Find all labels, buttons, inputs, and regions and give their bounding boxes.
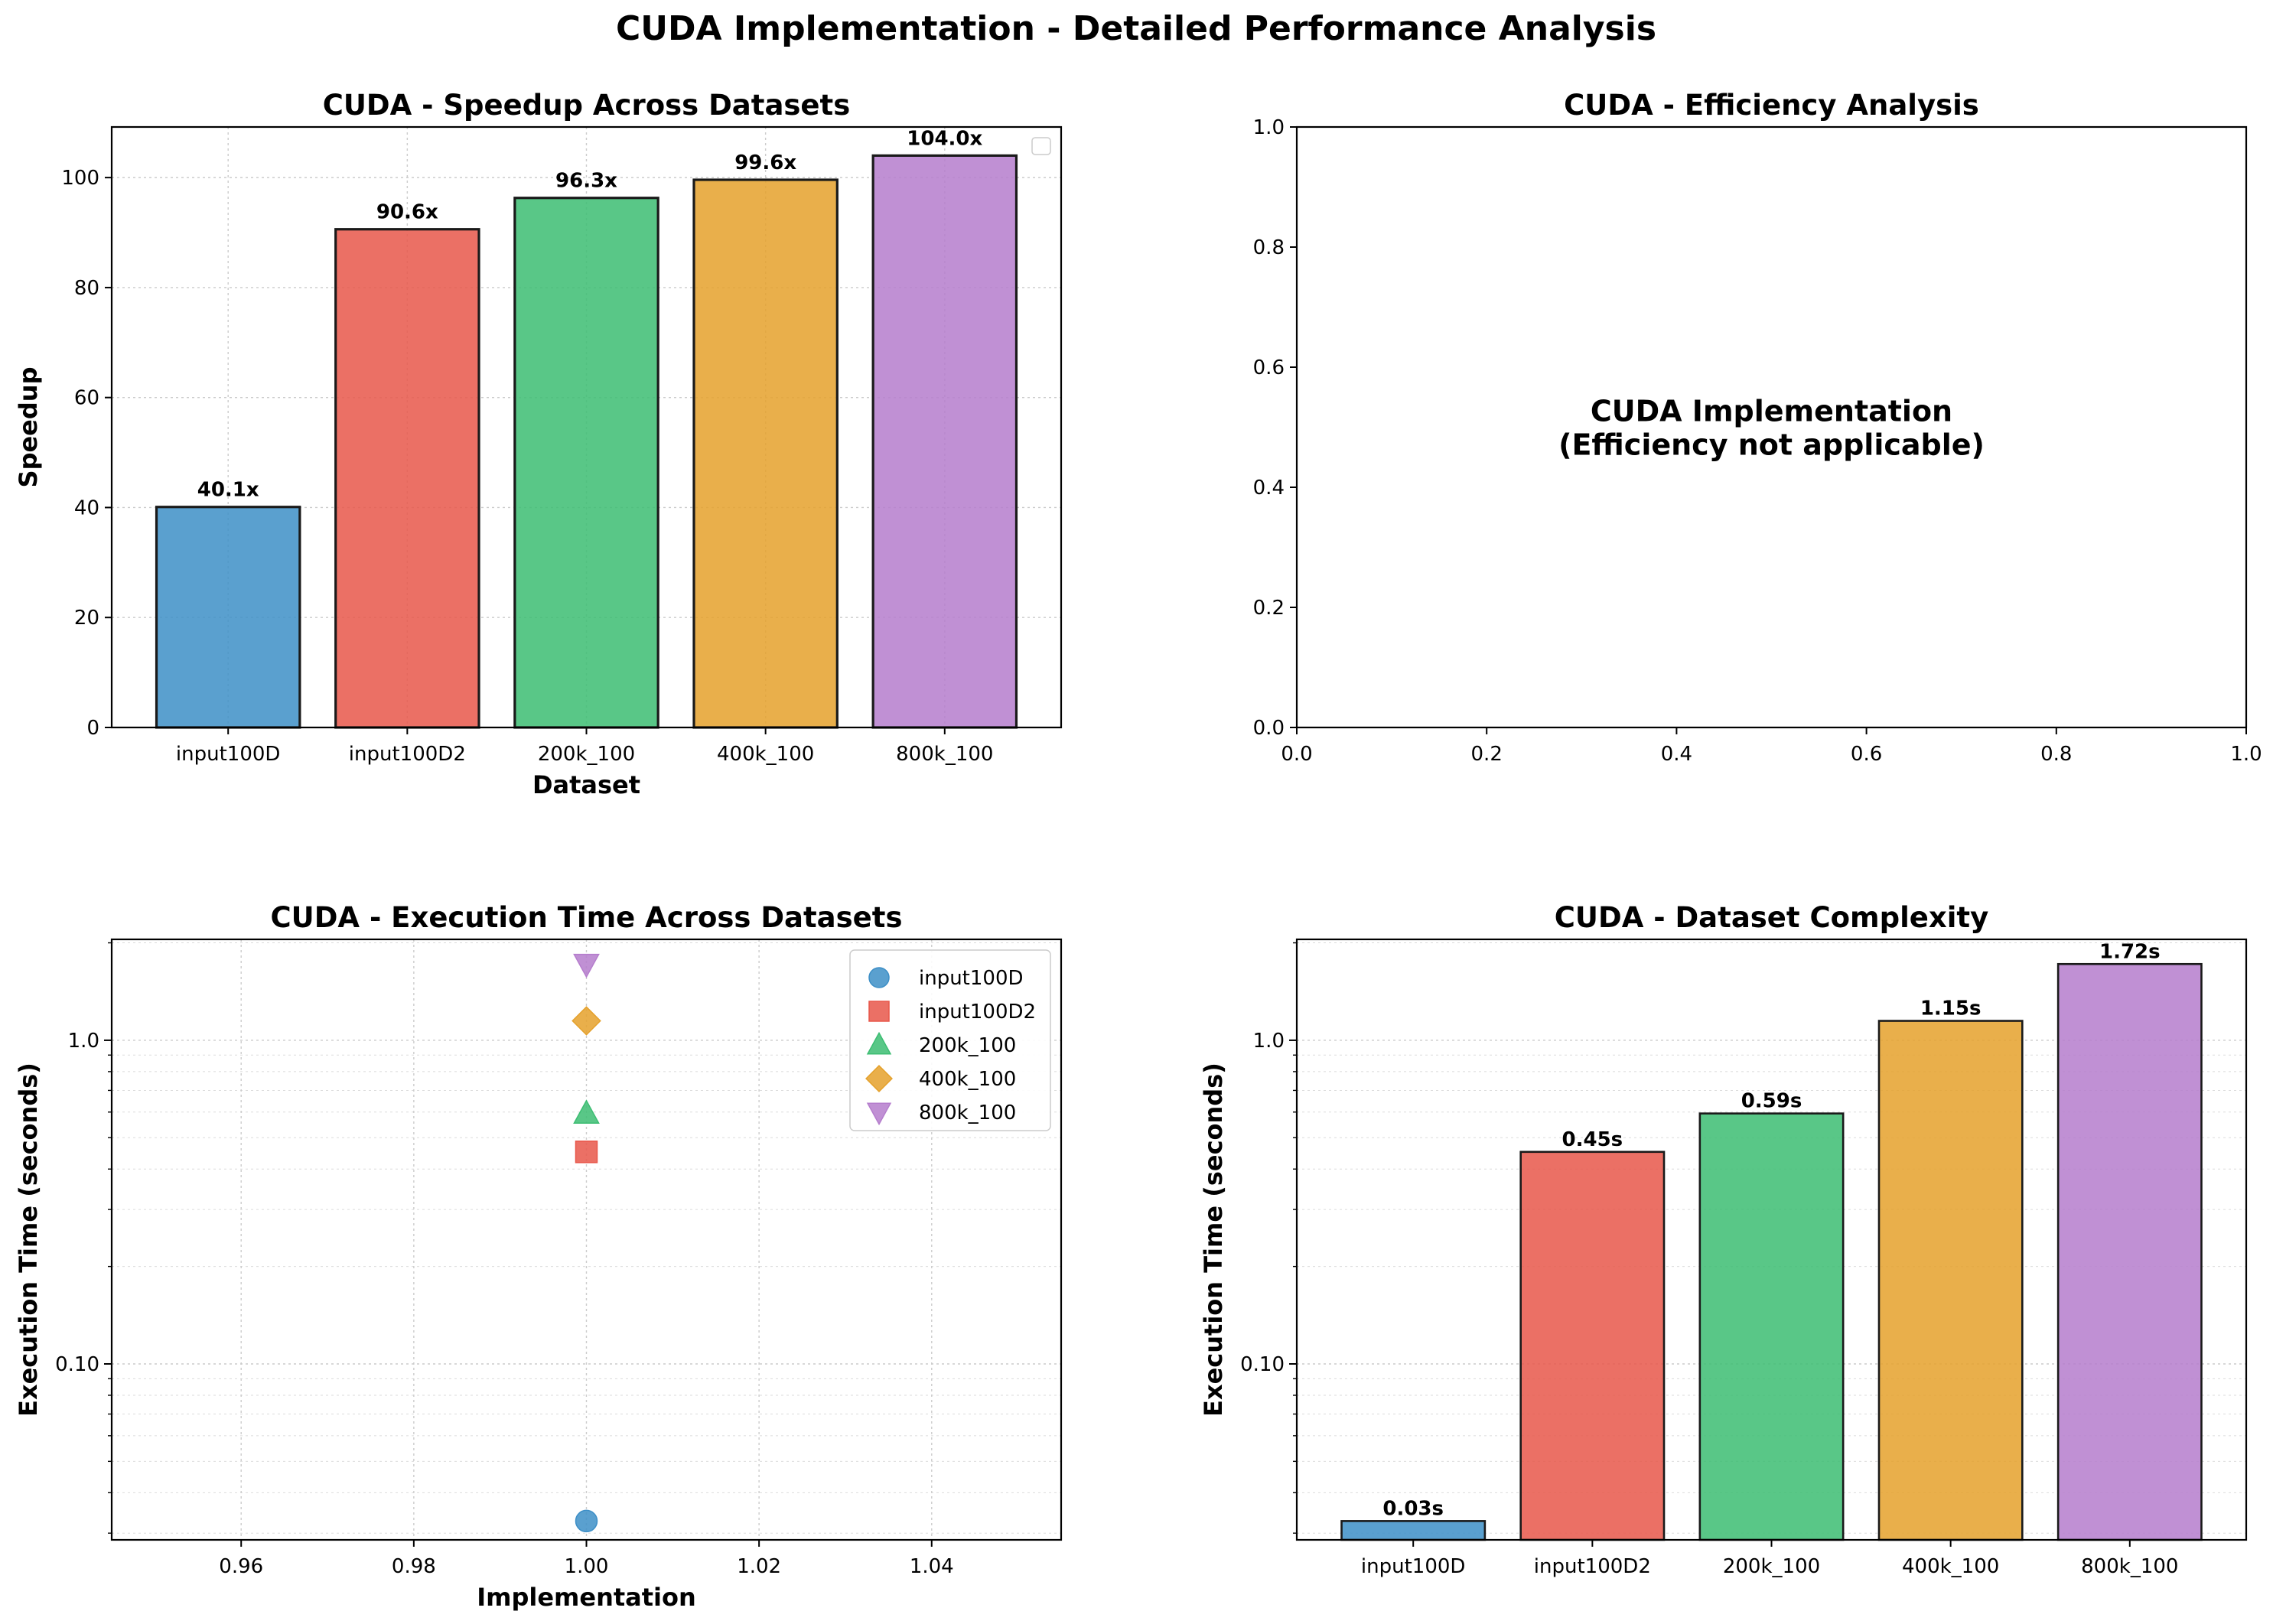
complexity-data-label: 0.59s: [1741, 1090, 1802, 1113]
complexity-x-tick-label: input100D: [1361, 1555, 1466, 1578]
exec-time-point: [575, 1141, 598, 1163]
speedup-y-axis-label: Speedup: [14, 367, 43, 488]
complexity-frame: [1295, 938, 2248, 1541]
speedup-x-axis-label: Dataset: [532, 770, 640, 799]
speedup-data-label: 96.3x: [555, 170, 617, 193]
exec-time-legend-label: 800k_100: [919, 1102, 1016, 1124]
efficiency-annotation: (Efficiency not applicable): [1558, 428, 1985, 462]
speedup-x-tick-label: 800k_100: [896, 743, 993, 766]
complexity-bar: [1877, 1020, 2024, 1541]
exec-time-legend-marker: [866, 1102, 892, 1126]
speedup-empty-legend: [1031, 137, 1051, 155]
exec-time-point: [573, 1099, 600, 1124]
exec-time-y-axis-label: Execution Time (seconds): [14, 1063, 43, 1417]
speedup-data-label: 40.1x: [197, 479, 259, 502]
efficiency-annotation: CUDA Implementation: [1591, 395, 1952, 428]
speedup-x-tick-label: input100D: [176, 743, 281, 766]
exec-time-x-axis-label: Implementation: [477, 1583, 696, 1612]
speedup-frame: [110, 125, 1063, 729]
complexity-x-tick-label: 400k_100: [1902, 1555, 1999, 1578]
speedup-data-label: 99.6x: [734, 151, 796, 174]
complexity-y-tick-label: 0.10: [1240, 1353, 1285, 1376]
complexity-title: CUDA - Dataset Complexity: [1555, 901, 1988, 934]
efficiency-y-tick-label: 0.8: [1253, 236, 1285, 259]
exec-time-point: [573, 953, 600, 978]
efficiency-y-tick-label: 0.0: [1253, 717, 1285, 740]
efficiency-x-tick-label: 0.6: [1851, 743, 1882, 766]
exec-time-x-tick-label: 1.04: [910, 1555, 954, 1578]
exec-time-legend-marker: [868, 1001, 890, 1022]
figure-title: CUDA Implementation - Detailed Performan…: [616, 9, 1656, 48]
speedup-bar: [155, 506, 301, 729]
exec-time-y-tick-label: 0.10: [55, 1353, 99, 1376]
efficiency-x-tick-label: 1.0: [2230, 743, 2262, 766]
efficiency-x-tick-label: 0.0: [1281, 743, 1312, 766]
speedup-x-tick-label: 400k_100: [717, 743, 814, 766]
speedup-y-tick-label: 100: [61, 167, 99, 190]
speedup-x-tick-label: input100D2: [349, 743, 466, 766]
exec-time-legend-label: input100D: [919, 967, 1024, 990]
speedup-y-tick-label: 40: [74, 496, 99, 519]
exec-time-x-tick-label: 1.02: [737, 1555, 781, 1578]
speedup-bar: [871, 154, 1018, 729]
complexity-bar: [2056, 962, 2203, 1541]
efficiency-x-tick-label: 0.8: [2040, 743, 2072, 766]
efficiency-y-tick-label: 0.6: [1253, 356, 1285, 379]
speedup-x-tick-label: 200k_100: [538, 743, 635, 766]
complexity-data-label: 0.03s: [1382, 1497, 1444, 1520]
complexity-data-label: 1.15s: [1920, 998, 1982, 1020]
speedup-bar: [334, 228, 480, 729]
exec-time-legend-label: 200k_100: [919, 1034, 1016, 1057]
exec-time-x-tick-label: 0.96: [219, 1555, 263, 1578]
complexity-bar: [1519, 1150, 1666, 1541]
complexity-y-axis-label: Execution Time (seconds): [1199, 1063, 1228, 1417]
exec-time-legend-marker: [865, 1065, 893, 1092]
exec-time-y-tick-label: 1.0: [68, 1030, 99, 1053]
speedup-data-label: 90.6x: [376, 201, 438, 224]
efficiency-y-tick-label: 0.2: [1253, 597, 1285, 620]
complexity-bar: [1340, 1520, 1487, 1541]
chart-layer: 0 20 40 60 80 100 40.1x input100D 90.6x input100D…: [14, 89, 2262, 1612]
speedup-y-tick-label: 80: [74, 277, 99, 300]
exec-time-legend-label: input100D2: [919, 1001, 1036, 1024]
exec-time-x-tick-label: 0.98: [392, 1555, 436, 1578]
efficiency-title: CUDA - Efficiency Analysis: [1564, 89, 1979, 122]
complexity-x-tick-label: 200k_100: [1723, 1555, 1820, 1578]
efficiency-y-tick-label: 1.0: [1253, 116, 1285, 139]
efficiency-frame: [1295, 125, 2248, 729]
speedup-y-tick-label: 20: [74, 607, 99, 630]
exec-time-point: [575, 1509, 598, 1533]
exec-time-frame: [110, 938, 1063, 1541]
complexity-y-tick-label: 1.0: [1253, 1030, 1285, 1053]
efficiency-x-tick-label: 0.4: [1661, 743, 1692, 766]
exec-time-legend: [849, 949, 1051, 1131]
complexity-data-label: 0.45s: [1562, 1128, 1623, 1151]
complexity-x-tick-label: 800k_100: [2081, 1555, 2178, 1578]
speedup-y-tick-label: 60: [74, 387, 99, 410]
speedup-title: CUDA - Speedup Across Datasets: [323, 89, 851, 122]
exec-time-title: CUDA - Execution Time Across Datasets: [271, 901, 903, 934]
speedup-y-tick-label: 0: [86, 717, 99, 740]
exec-time-x-tick-label: 1.00: [565, 1555, 609, 1578]
exec-time-legend-marker: [868, 967, 890, 988]
efficiency-y-tick-label: 0.4: [1253, 477, 1285, 500]
speedup-bar: [513, 197, 659, 729]
complexity-data-label: 1.72s: [2099, 940, 2161, 963]
complexity-x-tick-label: input100D2: [1534, 1555, 1651, 1578]
exec-time-legend-label: 400k_100: [919, 1068, 1016, 1091]
exec-time-legend-marker: [866, 1031, 892, 1055]
speedup-bar: [692, 178, 839, 729]
speedup-data-label: 104.0x: [907, 127, 982, 150]
complexity-bar: [1698, 1112, 1845, 1541]
efficiency-x-tick-label: 0.2: [1471, 743, 1503, 766]
exec-time-point: [572, 1006, 601, 1036]
